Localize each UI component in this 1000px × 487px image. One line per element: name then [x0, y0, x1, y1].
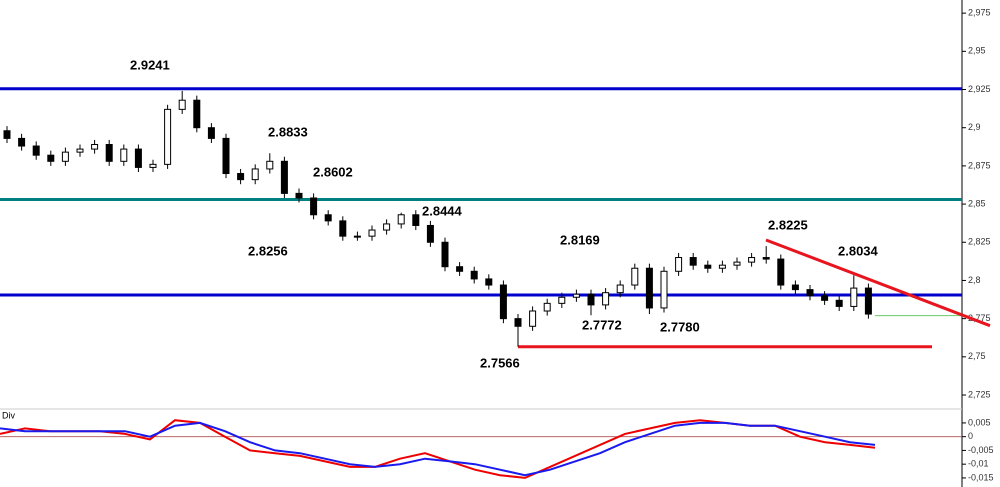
candle-body: [237, 173, 245, 181]
candle-body: [470, 270, 478, 280]
candle-body: [295, 192, 303, 199]
candle-body: [3, 130, 11, 139]
candle-body: [164, 108, 172, 165]
annotation: 2.8444: [422, 203, 463, 218]
candle-body: [704, 264, 712, 269]
candle-body: [543, 302, 551, 312]
candle-body: [76, 148, 84, 153]
y-tick-label: 2,95: [968, 46, 986, 56]
candle-body: [441, 241, 449, 268]
annotation: 2.7780: [660, 319, 700, 334]
candle-body: [456, 266, 464, 272]
annotation: 2.8833: [268, 124, 308, 139]
annotation: 2.8169: [560, 232, 600, 247]
candle-body: [18, 137, 26, 147]
annotation: 2.8602: [313, 164, 353, 179]
osc-line: [0, 421, 876, 477]
candle-body: [762, 257, 770, 260]
candle-body: [32, 145, 40, 156]
candle-body: [368, 229, 376, 237]
candle-body: [587, 293, 595, 306]
candle-body: [485, 278, 493, 286]
candle-body: [572, 293, 580, 298]
candle-body: [616, 284, 624, 294]
candle-body: [251, 168, 259, 181]
candle-body: [689, 257, 697, 266]
candle-body: [748, 257, 756, 263]
candle-body: [864, 287, 872, 315]
y-tick-label: 2,825: [968, 237, 991, 247]
candle-body: [426, 224, 434, 243]
y-tick-label: 2,975: [968, 8, 991, 18]
trend-line: [765, 238, 991, 328]
candle-body: [91, 144, 99, 150]
candle-body: [777, 258, 785, 286]
y-tick-label: -0,005: [968, 445, 994, 455]
candle-body: [645, 267, 653, 309]
candle-body: [193, 99, 201, 129]
candle-body: [339, 220, 347, 237]
candle-body: [324, 214, 332, 222]
candle-body: [120, 148, 128, 162]
candle-body: [821, 295, 829, 301]
y-tick-label: 2,85: [968, 198, 986, 208]
y-tick-label: 2,875: [968, 160, 991, 170]
candle-body: [222, 137, 230, 175]
candle-body: [558, 296, 566, 304]
candle-body: [266, 160, 274, 170]
candle-body: [207, 127, 215, 139]
y-tick-label: 2,9: [968, 122, 981, 132]
candle-body: [149, 163, 157, 168]
annotation: 2.8034: [838, 243, 879, 258]
candle-body: [660, 270, 668, 309]
y-tick-label: 0,005: [968, 417, 991, 427]
candle-body: [397, 214, 405, 225]
candle-body: [514, 318, 522, 327]
y-tick-label: 0: [968, 431, 973, 441]
candle-body: [529, 310, 537, 327]
candle-body: [178, 99, 186, 110]
y-tick-label: -0,015: [968, 472, 994, 482]
y-tick-label: 2,8: [968, 275, 981, 285]
annotation: 2.9241: [130, 57, 170, 72]
candle-body: [733, 261, 741, 266]
candle-body: [675, 257, 683, 272]
y-tick-label: 2,725: [968, 389, 991, 399]
candle-body: [835, 299, 843, 307]
osc-line: [0, 419, 876, 479]
candle-body: [61, 151, 69, 162]
candle-body: [718, 264, 726, 269]
candle-body: [105, 144, 113, 162]
candle-body: [134, 148, 142, 168]
annotation: 2.8256: [248, 243, 288, 258]
candle-body: [806, 289, 814, 297]
candle-body: [353, 235, 361, 238]
candle-body: [791, 284, 799, 291]
candle-body: [412, 214, 420, 226]
candle-body: [602, 292, 610, 306]
y-tick-label: 2,775: [968, 313, 991, 323]
y-tick-label: 2,925: [968, 84, 991, 94]
annotation: 2.8225: [768, 217, 808, 232]
candle-body: [499, 284, 507, 320]
y-tick-label: 2,75: [968, 351, 986, 361]
annotation: 2.7566: [480, 355, 520, 370]
candle-body: [631, 267, 639, 286]
candle-body: [47, 154, 55, 162]
candle-body: [383, 223, 391, 231]
candle-body: [850, 287, 858, 307]
y-tick-label: -0,01: [968, 459, 989, 469]
candle-body: [280, 160, 288, 194]
annotation: 2.7772: [582, 317, 622, 332]
candle-body: [310, 197, 318, 216]
panel-title: Div: [2, 410, 15, 420]
